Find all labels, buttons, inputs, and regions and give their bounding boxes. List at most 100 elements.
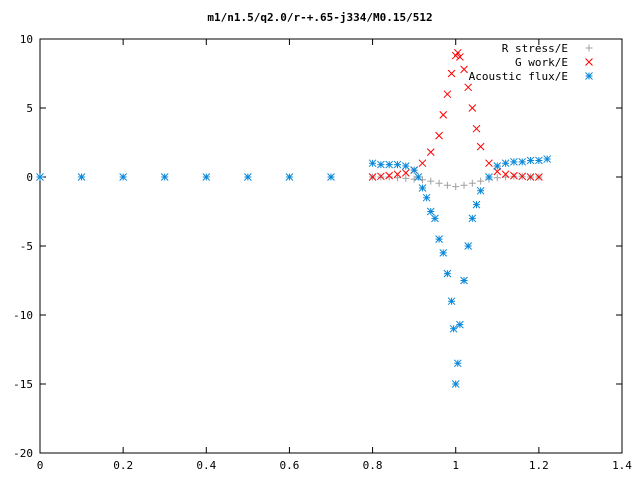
- data-point: [472, 200, 481, 209]
- data-point: [377, 160, 385, 169]
- series-1: [368, 48, 543, 181]
- data-point: [493, 162, 502, 170]
- legend-marker: [585, 58, 593, 66]
- data-point: [510, 171, 518, 180]
- data-point: [501, 170, 510, 179]
- data-point: [535, 156, 543, 165]
- data-point: [385, 173, 393, 181]
- data-point: [468, 214, 477, 223]
- data-point: [119, 173, 127, 181]
- data-point: [493, 174, 501, 182]
- data-point: [435, 235, 443, 243]
- data-point: [435, 179, 443, 187]
- y-tick-label: -15: [13, 378, 33, 391]
- x-tick-label: 0.8: [363, 459, 383, 472]
- data-point: [453, 359, 462, 368]
- data-point: [385, 160, 394, 169]
- data-point: [451, 380, 460, 388]
- data-point: [518, 157, 527, 166]
- data-point: [327, 173, 335, 181]
- data-point: [447, 297, 456, 306]
- y-tick-label: 10: [20, 33, 33, 46]
- x-tick-label: 1.2: [529, 459, 549, 472]
- data-point: [476, 186, 485, 195]
- data-point: [377, 172, 385, 181]
- data-point: [435, 131, 443, 140]
- x-tick-label: 0.6: [279, 459, 299, 472]
- series-2: [36, 155, 552, 388]
- data-point: [401, 162, 410, 170]
- data-point: [543, 155, 552, 163]
- data-point: [452, 183, 460, 191]
- legend-label: R stress/E: [502, 42, 568, 55]
- x-tick-label: 1.4: [612, 459, 632, 472]
- data-point: [160, 173, 169, 181]
- data-point: [443, 269, 452, 278]
- data-point: [493, 167, 502, 176]
- y-tick-label: 5: [26, 102, 33, 115]
- data-point: [453, 48, 462, 57]
- data-point: [418, 159, 427, 168]
- data-marks: [36, 48, 552, 388]
- data-point: [426, 207, 435, 216]
- legend-label: G work/E: [515, 56, 568, 69]
- data-point: [285, 173, 294, 181]
- data-point: [477, 177, 485, 185]
- data-point: [447, 69, 456, 78]
- plot-frame: [39, 38, 623, 454]
- data-point: [36, 173, 44, 181]
- y-tick-label: -20: [13, 447, 33, 460]
- legend-marker: [585, 44, 593, 52]
- x-tick-label: 1: [452, 459, 459, 472]
- data-point: [414, 173, 423, 181]
- data-point: [402, 174, 410, 182]
- data-point: [449, 324, 458, 333]
- data-point: [443, 90, 452, 99]
- data-point: [460, 181, 468, 189]
- data-point: [426, 148, 435, 157]
- data-point: [422, 193, 431, 202]
- data-point: [468, 104, 477, 112]
- data-point: [501, 159, 510, 168]
- x-tick-label: 0: [37, 459, 44, 472]
- legend-marker: [585, 72, 593, 80]
- data-point: [368, 159, 377, 168]
- data-point: [535, 173, 543, 181]
- y-tick-label: -10: [13, 309, 33, 322]
- data-point: [456, 53, 464, 61]
- data-point: [77, 173, 86, 181]
- data-point: [410, 166, 418, 174]
- data-point: [456, 320, 464, 329]
- data-point: [476, 142, 485, 151]
- data-point: [393, 160, 402, 169]
- series-0: [369, 172, 543, 191]
- data-point: [439, 111, 448, 119]
- data-point: [431, 214, 439, 223]
- data-point: [518, 172, 527, 181]
- x-tick-label: 0.4: [196, 459, 216, 472]
- data-point: [526, 173, 535, 181]
- data-point: [472, 124, 481, 133]
- data-point: [510, 157, 518, 166]
- data-point: [464, 242, 473, 250]
- data-point: [244, 173, 252, 181]
- x-tick-label: 0.2: [113, 459, 133, 472]
- data-point: [468, 179, 476, 187]
- y-tick-label: 0: [26, 171, 33, 184]
- legend-label: Acoustic flux/E: [469, 70, 568, 83]
- data-point: [427, 177, 435, 185]
- data-point: [485, 173, 493, 181]
- data-point: [526, 156, 535, 165]
- data-point: [202, 173, 211, 181]
- data-point: [418, 176, 426, 184]
- data-point: [393, 170, 402, 179]
- data-point: [460, 65, 468, 74]
- data-point: [485, 159, 493, 168]
- data-point: [460, 276, 468, 285]
- axis-ticks: 0 0.2 0.4 0.6 0.8 1 1.2 1.4 10 5 0 -5 -10 -15 -20: [13, 33, 632, 472]
- data-point: [368, 173, 377, 181]
- data-point: [464, 83, 473, 92]
- data-point: [401, 169, 410, 177]
